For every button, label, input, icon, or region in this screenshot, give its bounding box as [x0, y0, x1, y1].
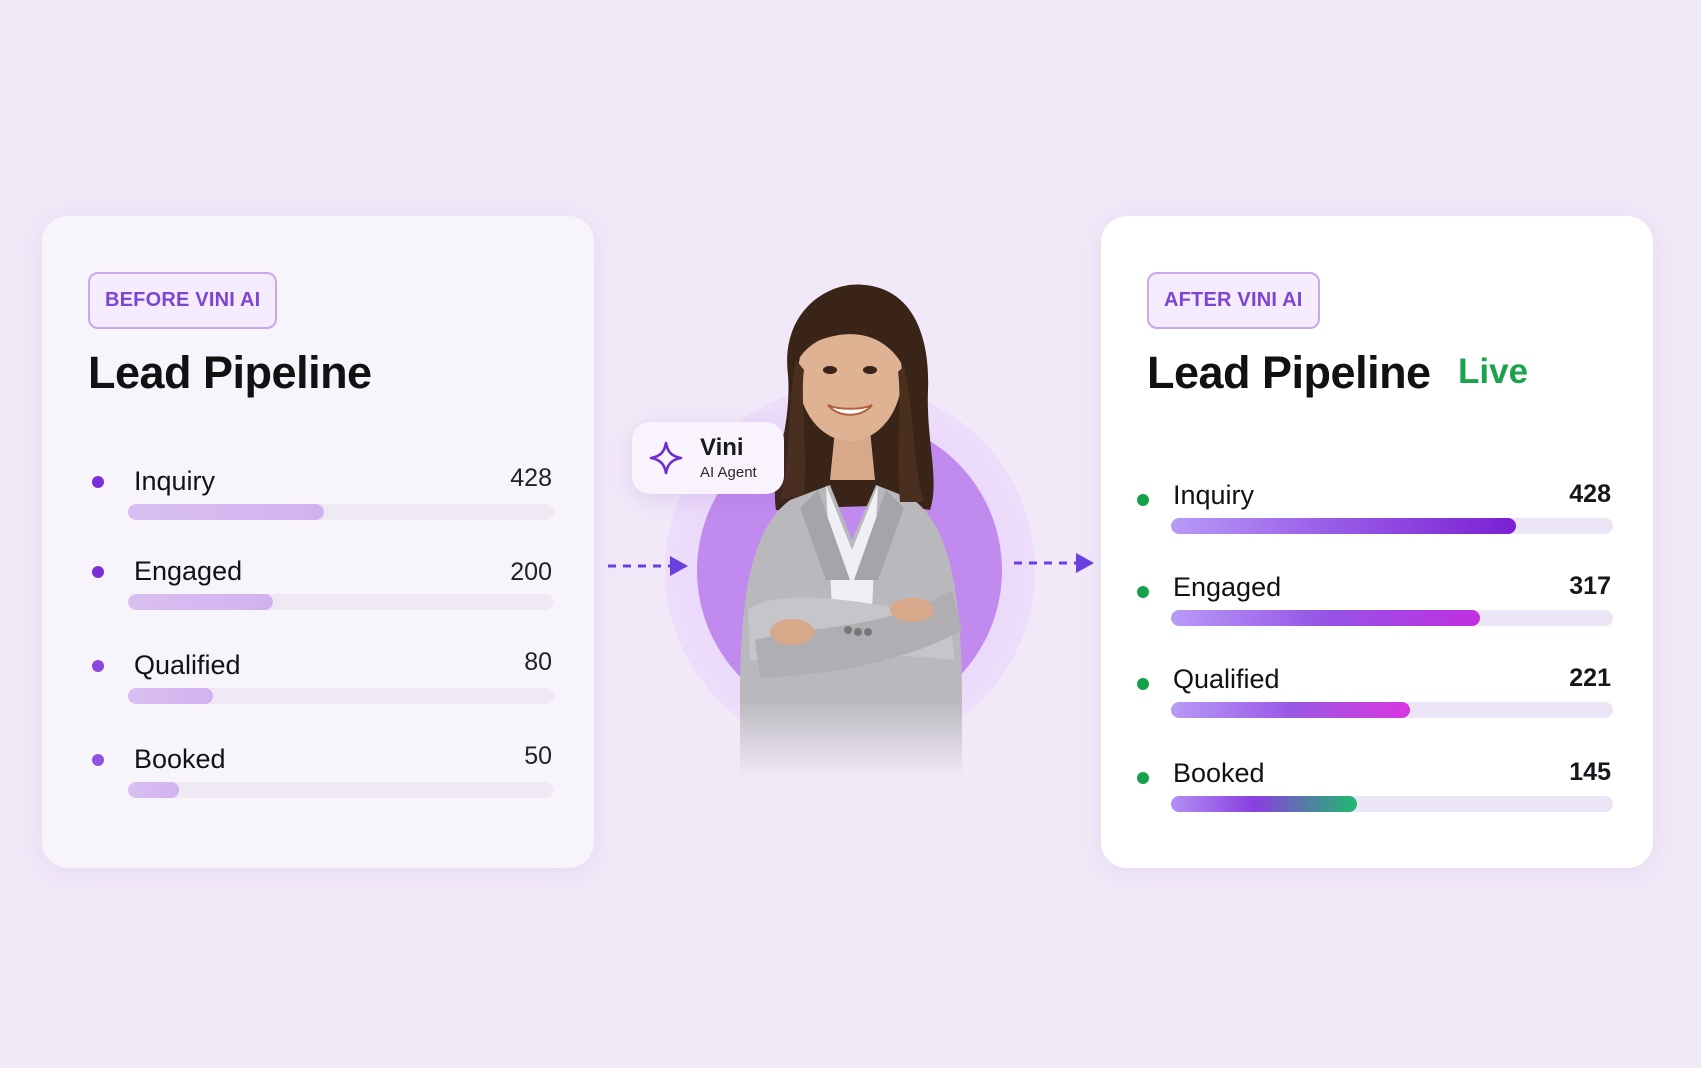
status-dot [1137, 494, 1149, 506]
stage-count: 317 [1569, 572, 1611, 600]
stage-count: 221 [1569, 664, 1611, 692]
stage-label: Qualified [134, 650, 241, 680]
stage-label: Engaged [134, 556, 243, 586]
before-row-engaged: Engaged 200 [42, 556, 594, 636]
agent-chip: Vini AI Agent [632, 422, 784, 494]
progress-fill [1171, 796, 1357, 812]
progress-track [128, 688, 554, 704]
status-dot [92, 660, 104, 672]
agent-name: Vini [700, 434, 744, 461]
stage-count: 428 [1569, 480, 1611, 508]
status-dot [92, 476, 104, 488]
stage-label: Inquiry [134, 466, 216, 496]
progress-track [128, 594, 554, 610]
progress-fill [1171, 702, 1410, 718]
after-row-engaged: Engaged 317 [1101, 572, 1653, 652]
stage-count: 428 [510, 464, 552, 492]
stage-label: Qualified [1173, 664, 1280, 694]
progress-fill [1171, 610, 1481, 626]
progress-fill [1171, 518, 1516, 534]
before-badge: BEFORE VINI AI [88, 272, 278, 329]
progress-fill [128, 594, 273, 610]
arrow-right-icon [608, 556, 688, 576]
progress-fill [128, 782, 180, 798]
hero-fade [640, 700, 1060, 790]
after-title: Lead Pipeline [1147, 347, 1431, 398]
progress-track [1171, 610, 1613, 626]
after-row-booked: Booked 145 [1101, 758, 1653, 838]
stage-label: Inquiry [1173, 480, 1255, 510]
progress-track [128, 504, 554, 520]
progress-track [1171, 518, 1613, 534]
before-row-booked: Booked 50 [42, 742, 594, 824]
live-indicator: Live [1458, 352, 1529, 391]
progress-fill [128, 504, 324, 520]
status-dot [1137, 772, 1149, 784]
status-dot [1137, 678, 1149, 690]
progress-track [128, 782, 554, 798]
progress-fill [128, 688, 214, 704]
stage-label: Booked [134, 744, 226, 774]
sparkle-icon [649, 441, 683, 475]
after-row-qualified: Qualified 221 [1101, 664, 1653, 744]
stage-label: Booked [1173, 758, 1265, 788]
before-title: Lead Pipeline [88, 347, 372, 398]
arrow-right-icon [1014, 553, 1094, 573]
stage-count: 50 [524, 742, 552, 770]
before-row-qualified: Qualified 80 [42, 648, 594, 730]
progress-track [1171, 702, 1613, 718]
after-row-inquiry: Inquiry 428 [1101, 480, 1653, 560]
before-row-inquiry: Inquiry 428 [42, 464, 594, 546]
after-badge: AFTER VINI AI [1147, 272, 1320, 329]
status-dot [92, 754, 104, 766]
stage-count: 80 [524, 648, 552, 676]
before-pipeline-card: BEFORE VINI AI Lead Pipeline Inquiry 428… [42, 216, 594, 868]
status-dot [1137, 586, 1149, 598]
stage-label: Engaged [1173, 572, 1282, 602]
after-pipeline-card: AFTER VINI AI Lead Pipeline Live Inquiry… [1101, 216, 1653, 868]
status-dot [92, 566, 104, 578]
stage-count: 145 [1569, 758, 1611, 786]
agent-role: AI Agent [700, 464, 757, 481]
person-illustration [740, 284, 962, 780]
stage-count: 200 [510, 558, 552, 586]
progress-track [1171, 796, 1613, 812]
